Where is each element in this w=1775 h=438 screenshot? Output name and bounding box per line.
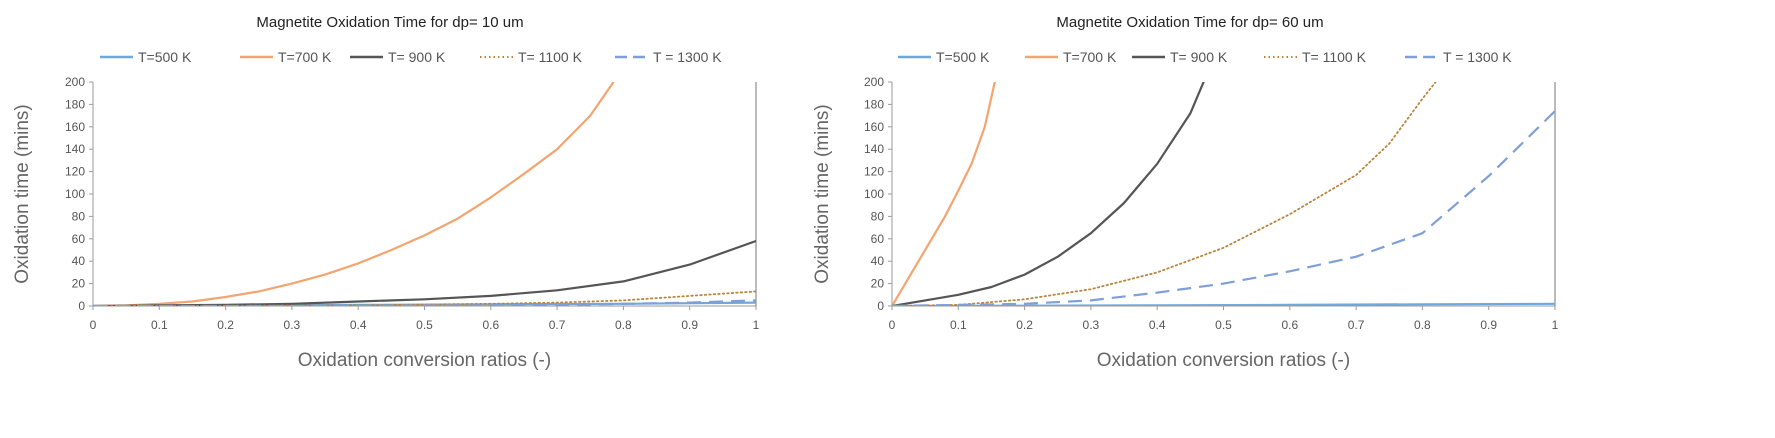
y-axis-label: Oxidation time (mins) xyxy=(812,104,833,284)
y-tick-label: 160 xyxy=(65,120,85,134)
y-tick-label: 40 xyxy=(72,254,86,268)
chart-title: Magnetite Oxidation Time for dp= 60 um xyxy=(1056,14,1323,31)
legend-label: T= 1100 K xyxy=(1302,49,1367,65)
series-group xyxy=(892,82,1555,306)
legend-label: T = 1300 K xyxy=(1443,49,1512,65)
y-tick-label: 180 xyxy=(864,97,884,111)
y-tick-label: 20 xyxy=(871,277,885,291)
y-tick-label: 160 xyxy=(864,120,884,134)
y-tick-label: 0 xyxy=(78,299,85,313)
series-line-5 xyxy=(93,299,756,306)
x-tick-label: 0.4 xyxy=(350,318,367,332)
y-tick-label: 20 xyxy=(72,277,86,291)
legend-label: T= 900 K xyxy=(1170,49,1228,65)
x-tick-label: 0.1 xyxy=(151,318,168,332)
series-group xyxy=(93,82,756,306)
chart-title: Magnetite Oxidation Time for dp= 10 um xyxy=(256,14,523,31)
chart-panel-2: Magnetite Oxidation Time for dp= 60 um 0 2… xyxy=(812,14,1559,371)
legend-label: T=700 K xyxy=(278,49,332,65)
chart-panel-1: Magnetite Oxidation Time for dp= 10 um 0 2… xyxy=(12,14,760,371)
x-tick-label: 0.3 xyxy=(1083,318,1100,332)
y-tick-label: 120 xyxy=(65,165,85,179)
y-tick-label: 200 xyxy=(864,75,884,89)
y-tick-label: 120 xyxy=(864,165,884,179)
x-tick-label: 0 xyxy=(889,318,896,332)
series-line-3 xyxy=(93,239,756,306)
y-tick-label: 200 xyxy=(65,75,85,89)
x-tick-label: 0.9 xyxy=(1480,318,1497,332)
y-tick-label: 140 xyxy=(864,142,884,156)
series-line-2 xyxy=(892,82,996,306)
x-tick-label: 0.6 xyxy=(1281,318,1298,332)
x-tick-label: 0.6 xyxy=(482,318,499,332)
x-tick-label: 1 xyxy=(753,318,760,332)
y-tick-label: 80 xyxy=(72,209,86,223)
x-tick-label: 1 xyxy=(1552,318,1559,332)
x-tick-label: 0.8 xyxy=(615,318,632,332)
legend-label: T= 1100 K xyxy=(518,49,583,65)
x-axis-label: Oxidation conversion ratios (-) xyxy=(298,350,551,371)
y-tick-label: 80 xyxy=(871,209,885,223)
legend-label: T=500 K xyxy=(936,49,990,65)
x-tick-label: 0.1 xyxy=(950,318,967,332)
legend-label: T=500 K xyxy=(138,49,192,65)
y-tick-label: 60 xyxy=(72,232,86,246)
series-line-2 xyxy=(93,82,615,306)
x-tick-label: 0.9 xyxy=(681,318,698,332)
series-line-3 xyxy=(892,82,1205,306)
y-tick-label: 180 xyxy=(65,97,85,111)
x-tick-label: 0.4 xyxy=(1149,318,1166,332)
y-tick-label: 140 xyxy=(65,142,85,156)
x-tick-label: 0.8 xyxy=(1414,318,1431,332)
y-tick-label: 40 xyxy=(871,254,885,268)
y-axis-label: Oxidation time (mins) xyxy=(12,104,33,284)
y-tick-label: 60 xyxy=(871,232,885,246)
series-line-1 xyxy=(892,302,1555,306)
x-axis-label: Oxidation conversion ratios (-) xyxy=(1097,350,1350,371)
x-tick-label: 0.2 xyxy=(1016,318,1033,332)
x-tick-label: 0.2 xyxy=(217,318,234,332)
y-tick-label: 100 xyxy=(864,187,884,201)
x-tick-label: 0.7 xyxy=(1348,318,1365,332)
legend-label: T = 1300 K xyxy=(653,49,722,65)
y-tick-label: 100 xyxy=(65,187,85,201)
x-tick-label: 0.5 xyxy=(1215,318,1232,332)
series-line-5 xyxy=(892,110,1555,306)
y-tick-label: 0 xyxy=(877,299,884,313)
series-line-4 xyxy=(892,82,1437,306)
legend-label: T=700 K xyxy=(1063,49,1117,65)
legend-label: T= 900 K xyxy=(388,49,446,65)
x-tick-label: 0.5 xyxy=(416,318,433,332)
x-tick-label: 0.7 xyxy=(549,318,566,332)
x-tick-label: 0.3 xyxy=(284,318,301,332)
x-tick-label: 0 xyxy=(90,318,97,332)
